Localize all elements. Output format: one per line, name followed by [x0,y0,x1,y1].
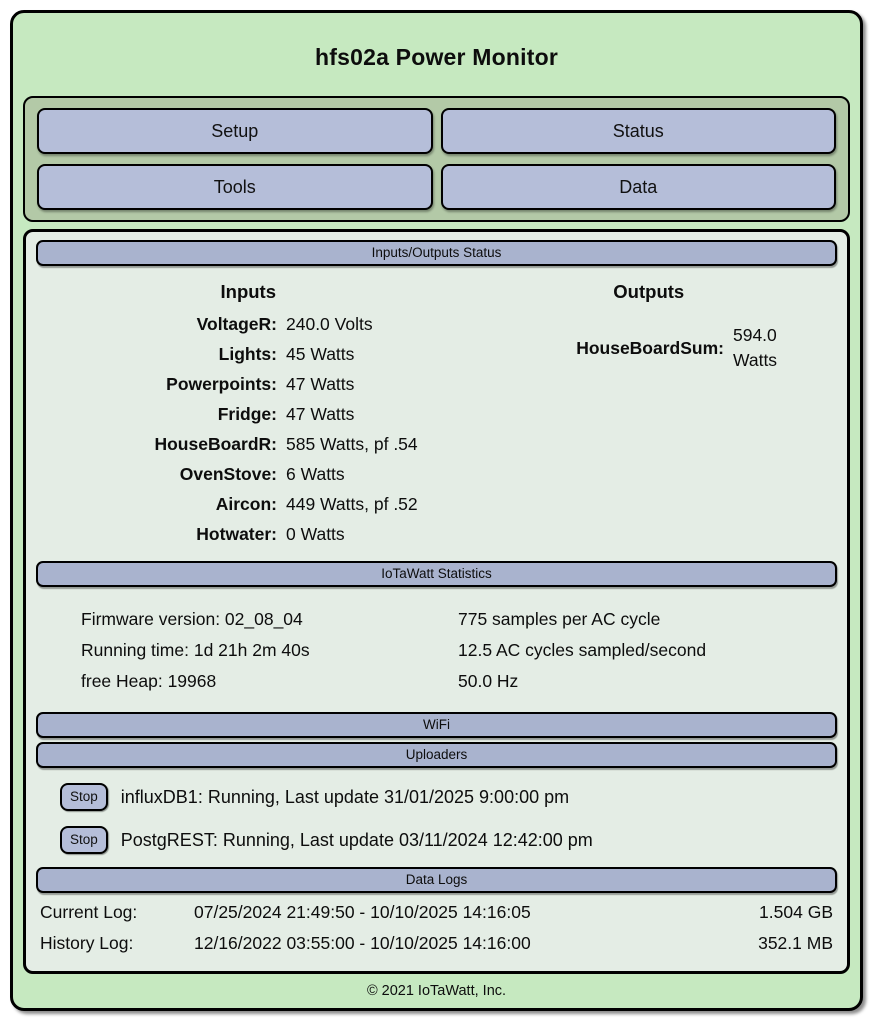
input-row-lights: Lights: 45 Watts [36,339,461,369]
input-value: 6 Watts [286,464,345,484]
data-logs-section: Current Log: 07/25/2024 21:49:50 - 10/10… [36,893,837,959]
input-label: OvenStove: [179,464,277,484]
input-row-houseboardr: HouseBoardR: 585 Watts, pf .54 [36,429,461,459]
page-title: hfs02a Power Monitor [315,44,558,70]
wifi-header: WiFi [36,712,837,738]
inputs-column: Inputs VoltageR: 240.0 Volts Lights: 45 … [36,272,461,549]
status-panel: Inputs/Outputs Status Inputs VoltageR: 2… [23,229,850,974]
statistics-left-column: Firmware version: 02_08_04 Running time:… [36,604,458,697]
uploaders-header: Uploaders [36,742,837,768]
io-status-section: Inputs VoltageR: 240.0 Volts Lights: 45 … [36,266,837,561]
data-logs-header: Data Logs [36,867,837,893]
input-label: Powerpoints: [166,374,277,394]
log-range: 12/16/2022 03:55:00 - 10/10/2025 14:16:0… [194,933,531,953]
data-button[interactable]: Data [440,164,836,210]
free-heap: free Heap: 19968 [81,671,217,691]
log-size: 1.504 GB [759,902,833,922]
io-status-header: Inputs/Outputs Status [36,240,837,266]
inputs-heading: Inputs [220,281,277,302]
uploader-status: PostgREST: Running, Last update 03/11/20… [120,829,593,850]
frequency: 50.0 Hz [458,671,519,691]
samples-per-cycle: 775 samples per AC cycle [458,609,661,629]
log-name: History Log: [40,933,134,953]
log-row-current: Current Log: 07/25/2024 21:49:50 - 10/10… [36,897,837,928]
input-row-ovenstove: OvenStove: 6 Watts [36,459,461,489]
log-range: 07/25/2024 21:49:50 - 10/10/2025 14:16:0… [194,902,531,922]
outputs-heading: Outputs [613,281,685,302]
input-value: 240.0 Volts [286,314,373,334]
statistics-header: IoTaWatt Statistics [36,561,837,587]
firmware-version: Firmware version: 02_08_04 [81,609,303,629]
input-row-powerpoints: Powerpoints: 47 Watts [36,369,461,399]
input-row-voltager: VoltageR: 240.0 Volts [36,309,461,339]
log-name: Current Log: [40,902,138,922]
input-label: Aircon: [215,494,277,514]
copyright-notice: © 2021 IoTaWatt, Inc. [366,983,507,999]
input-value: 585 Watts, pf .54 [286,434,418,454]
output-label: HouseBoardSum: [576,337,724,358]
input-value: 47 Watts [286,404,355,424]
input-value: 449 Watts, pf .52 [286,494,418,514]
tools-button[interactable]: Tools [37,164,433,210]
input-row-aircon: Aircon: 449 Watts, pf .52 [36,489,461,519]
input-row-fridge: Fridge: 47 Watts [36,399,461,429]
uploader-row-influxdb1: Stop influxDB1: Running, Last update 31/… [36,783,837,811]
input-value: 47 Watts [286,374,355,394]
log-row-history: History Log: 12/16/2022 03:55:00 - 10/10… [36,928,837,959]
input-label: HouseBoardR: [154,434,277,454]
main-nav: Setup Status Tools Data [23,96,850,222]
stop-postgrest-button[interactable]: Stop [60,826,108,854]
uploader-status: influxDB1: Running, Last update 31/01/20… [120,786,570,807]
statistics-section: Firmware version: 02_08_04 Running time:… [36,587,837,712]
input-row-hotwater: Hotwater: 0 Watts [36,519,461,549]
statistics-right-column: 775 samples per AC cycle 12.5 AC cycles … [458,604,837,697]
status-button[interactable]: Status [440,108,836,154]
uploader-row-postgrest: Stop PostgREST: Running, Last update 03/… [36,826,837,854]
log-size: 352.1 MB [758,933,833,953]
input-label: Fridge: [217,404,277,424]
input-label: VoltageR: [196,314,277,334]
cycles-sampled: 12.5 AC cycles sampled/second [458,640,707,660]
input-label: Lights: [218,344,277,364]
running-time: Running time: 1d 21h 2m 40s [81,640,310,660]
output-value: 594.0 Watts [732,325,778,371]
stop-influxdb1-button[interactable]: Stop [60,783,108,811]
input-value: 45 Watts [286,344,355,364]
input-label: Hotwater: [196,524,277,544]
input-value: 0 Watts [286,524,345,544]
power-monitor-window: hfs02a Power Monitor Setup Status Tools … [10,10,863,1011]
output-row-houseboardsum: HouseBoardSum: 594.0 Watts [461,323,837,374]
setup-button[interactable]: Setup [37,108,433,154]
outputs-column: Outputs HouseBoardSum: 594.0 Watts [461,272,837,549]
